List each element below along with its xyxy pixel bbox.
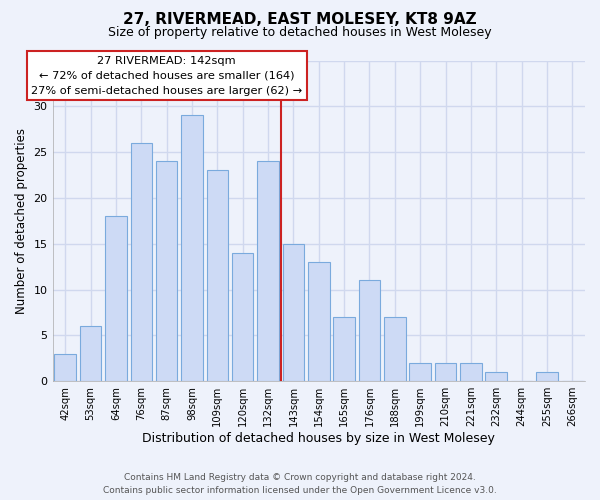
Y-axis label: Number of detached properties: Number of detached properties [15,128,28,314]
Bar [359,280,380,381]
Bar [460,363,482,381]
Text: 27 RIVERMEAD: 142sqm
← 72% of detached houses are smaller (164)
27% of semi-deta: 27 RIVERMEAD: 142sqm ← 72% of detached h… [31,56,302,96]
Bar [232,253,253,381]
Bar [80,326,101,381]
Bar [206,170,228,381]
Bar [55,354,76,381]
Bar [384,317,406,381]
Text: Size of property relative to detached houses in West Molesey: Size of property relative to detached ho… [108,26,492,39]
Bar [131,143,152,381]
Bar [536,372,558,381]
Text: Contains HM Land Registry data © Crown copyright and database right 2024.
Contai: Contains HM Land Registry data © Crown c… [103,474,497,495]
Bar [105,216,127,381]
Bar [435,363,457,381]
Bar [283,244,304,381]
Bar [485,372,507,381]
Bar [409,363,431,381]
Bar [334,317,355,381]
Bar [181,116,203,381]
Bar [156,162,178,381]
X-axis label: Distribution of detached houses by size in West Molesey: Distribution of detached houses by size … [142,432,495,445]
Bar [308,262,329,381]
Text: 27, RIVERMEAD, EAST MOLESEY, KT8 9AZ: 27, RIVERMEAD, EAST MOLESEY, KT8 9AZ [123,12,477,28]
Bar [257,162,279,381]
